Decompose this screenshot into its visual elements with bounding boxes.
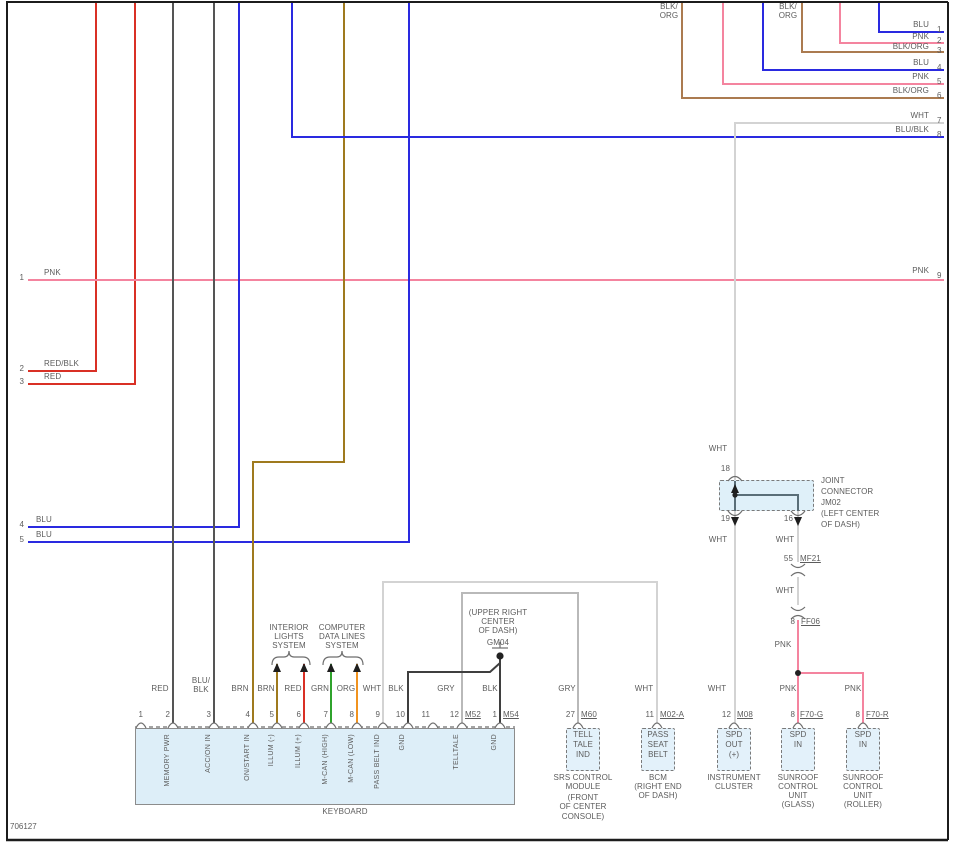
arrow-up — [273, 663, 281, 672]
keyboard-pin-bump — [298, 722, 310, 729]
srs-telltale-box — [566, 728, 600, 771]
wire-blu-pin1-right — [878, 3, 944, 33]
wire-blu-pin4-right — [762, 3, 944, 71]
interior-lights-brace — [271, 650, 311, 666]
sunroof-roller-spd-in-box — [846, 728, 880, 771]
wire-red-pin3-left — [28, 3, 136, 385]
keyboard-pin-bump — [494, 722, 506, 729]
keyboard-pin-bump — [325, 722, 337, 729]
ff06-connector-upper — [790, 606, 806, 612]
component-pin-bump — [651, 722, 663, 729]
keyboard-pin-bump — [377, 722, 389, 729]
component-pin-bump — [572, 722, 584, 729]
wire-blublk-pin8-right — [291, 3, 944, 138]
keyboard-pin-bump — [135, 722, 147, 729]
wire-redblk-pin2-left — [28, 3, 97, 372]
computer-data-brace — [322, 650, 364, 666]
wire-kb-pin4-brn — [252, 3, 345, 723]
wire-blu-pin5-left — [28, 3, 410, 543]
component-pin-bump — [792, 722, 804, 729]
wire-pnk-pin2-right — [839, 3, 944, 44]
wire-blkorg-pin6-right — [681, 3, 944, 99]
sunroof-glass-spd-in-box — [781, 728, 815, 771]
component-pin-bump — [857, 722, 869, 729]
diagram-footer-code: 706127 — [10, 822, 37, 831]
wire-jm02-internal-h — [735, 494, 799, 511]
arrow-up — [731, 484, 739, 493]
keyboard-pin-bump — [456, 722, 468, 729]
keyboard-box — [135, 728, 515, 805]
wire-kb-pin10-blk — [407, 662, 501, 723]
keyboard-pin-bump — [402, 722, 414, 729]
keyboard-pin-bump — [427, 722, 439, 729]
arrow-up — [353, 663, 361, 672]
arrow-up — [327, 663, 335, 672]
mf21-connector-lower — [790, 571, 806, 577]
wire-kb-pin12-gry — [461, 592, 579, 723]
arrow-down — [731, 517, 739, 526]
component-pin-bump — [728, 722, 740, 729]
ff06-gap — [791, 605, 805, 619]
keyboard-pin-bump — [208, 722, 220, 729]
wire-pnk-pin5-right — [722, 3, 944, 85]
jm02-bump-bottom-16 — [790, 510, 806, 517]
arrow-up — [300, 663, 308, 672]
wire-blkorg-pin3-right — [801, 3, 944, 53]
jm02-bump-bottom-19 — [727, 510, 743, 517]
bcm-pass-seat-belt-box — [641, 728, 675, 771]
mf21-gap — [791, 562, 805, 576]
keyboard-pin-bump — [247, 722, 259, 729]
ff06-connector-lower — [790, 614, 806, 620]
wire-pnk-sunroof-roller — [798, 672, 864, 723]
mf21-connector-upper — [790, 563, 806, 569]
junction-dot — [795, 670, 801, 676]
wire-kb-pin9-wht — [382, 581, 658, 723]
junction-dot — [496, 652, 504, 660]
arrow-down — [794, 517, 802, 526]
keyboard-pin-bump — [351, 722, 363, 729]
keyboard-pin-bump — [167, 722, 179, 729]
keyboard-pin-bump — [271, 722, 283, 729]
wire-blu-pin4-left — [28, 3, 240, 528]
junction-dot — [732, 492, 738, 498]
jm02-bump-top — [727, 475, 743, 482]
cluster-spd-out-box — [717, 728, 751, 771]
wire-wht-pin7-right — [734, 122, 944, 480]
